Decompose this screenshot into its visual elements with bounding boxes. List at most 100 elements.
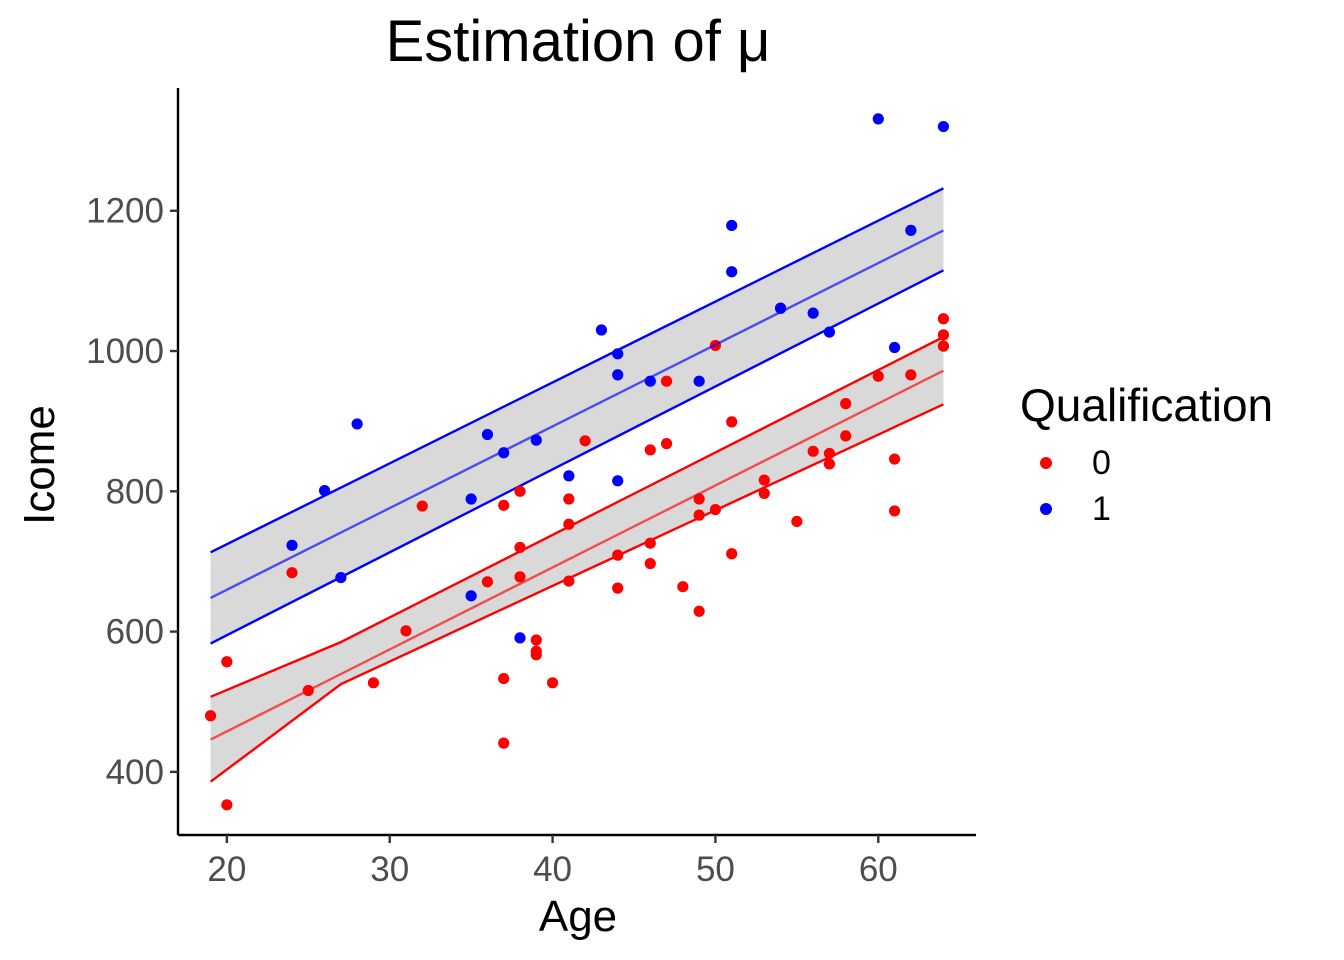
point-0-6 [400, 625, 412, 637]
upper-bound-line-0 [210, 335, 944, 698]
point-0-15 [530, 634, 542, 646]
point-0-42 [807, 445, 819, 457]
point-0-49 [888, 505, 901, 517]
point-0-28 [660, 375, 673, 387]
point-0-48 [888, 453, 901, 465]
point-1-24 [905, 224, 917, 236]
legend-label-0: 0 [1092, 443, 1111, 482]
upper-bound-line-1 [210, 187, 944, 554]
point-0-19 [563, 493, 575, 505]
point-0-45 [840, 398, 852, 410]
point-0-22 [579, 435, 591, 447]
point-1-22 [872, 113, 884, 125]
point-0-50 [905, 369, 917, 381]
point-0-17 [530, 649, 542, 661]
x-tick-label-50: 50 [696, 850, 735, 889]
point-0-32 [693, 509, 705, 521]
point-0-8 [481, 576, 494, 588]
legend-item-0: 0 [1020, 440, 1273, 486]
point-0-33 [693, 605, 705, 617]
point-1-11 [595, 324, 608, 336]
point-0-26 [644, 537, 656, 549]
point-1-21 [823, 326, 836, 338]
point-0-0 [204, 710, 217, 722]
point-0-21 [563, 575, 575, 587]
point-0-29 [660, 438, 673, 450]
point-0-44 [823, 458, 836, 470]
point-0-53 [937, 340, 950, 352]
y-tick-label-1200: 1200 [86, 192, 164, 231]
legend-title: Qualification [1020, 379, 1274, 431]
x-tick-label-20: 20 [207, 850, 246, 889]
point-1-2 [335, 571, 347, 584]
point-1-8 [514, 632, 526, 644]
y-tick-label-400: 400 [106, 753, 164, 792]
legend-item-1: 1 [1020, 486, 1273, 532]
point-0-52 [937, 329, 950, 341]
point-1-18 [726, 266, 738, 278]
point-0-36 [726, 416, 738, 428]
point-0-10 [498, 672, 510, 685]
point-0-27 [644, 557, 656, 570]
legend-label-1: 1 [1092, 489, 1111, 528]
point-0-11 [498, 737, 510, 749]
confidence-band-1 [210, 188, 944, 644]
y-tick-label-600: 600 [106, 613, 164, 652]
point-1-17 [726, 219, 738, 232]
point-1-14 [612, 475, 624, 487]
point-0-20 [563, 518, 575, 530]
confidence-band-0 [210, 337, 944, 782]
point-0-18 [546, 677, 559, 689]
point-1-5 [465, 590, 477, 602]
chart-title: Estimation of μ [385, 9, 771, 74]
x-axis-label: Age [538, 892, 618, 941]
x-tick-label-30: 30 [370, 850, 409, 889]
point-0-24 [612, 582, 624, 594]
point-0-25 [644, 444, 656, 456]
mean-line-1 [210, 229, 944, 599]
point-0-23 [612, 549, 624, 561]
x-tick-label-60: 60 [859, 850, 898, 889]
point-0-37 [726, 548, 738, 560]
point-1-23 [888, 341, 901, 354]
point-1-1 [318, 485, 331, 497]
mean-line-0 [210, 369, 944, 741]
point-0-2 [221, 799, 233, 811]
point-1-12 [612, 348, 624, 360]
x-tick-label-40: 40 [533, 850, 572, 889]
point-0-9 [498, 499, 510, 511]
y-tick-label-1000: 1000 [86, 332, 164, 371]
point-0-51 [937, 313, 950, 325]
point-0-35 [709, 503, 722, 516]
point-1-13 [612, 369, 624, 381]
point-1-0 [286, 539, 298, 551]
point-0-43 [823, 447, 836, 460]
point-0-41 [791, 515, 803, 528]
point-0-46 [840, 430, 852, 442]
point-1-6 [481, 428, 494, 441]
point-0-1 [221, 656, 233, 668]
point-0-3 [286, 567, 298, 579]
legend: Qualification 0 1 [1020, 378, 1273, 532]
point-0-47 [872, 370, 884, 382]
point-0-12 [514, 485, 526, 497]
point-0-39 [758, 487, 770, 500]
legend-marker-0 [1040, 457, 1052, 469]
point-1-25 [937, 120, 950, 133]
point-0-7 [416, 500, 428, 512]
point-0-14 [514, 571, 526, 583]
point-1-3 [351, 418, 363, 430]
legend-marker-1 [1040, 503, 1052, 515]
point-0-38 [758, 474, 770, 486]
lower-bound-line-0 [209, 403, 944, 783]
lower-bound-line-1 [210, 269, 944, 645]
point-1-20 [807, 307, 819, 319]
point-1-10 [563, 470, 575, 482]
point-1-16 [693, 375, 705, 387]
point-1-4 [465, 493, 477, 505]
point-0-13 [514, 541, 526, 554]
point-0-5 [367, 677, 380, 689]
point-0-30 [677, 581, 689, 593]
y-tick-label-800: 800 [106, 472, 164, 511]
